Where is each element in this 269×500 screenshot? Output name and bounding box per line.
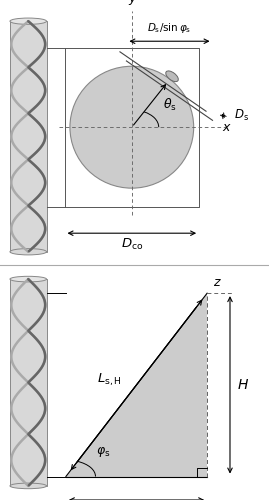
Text: $\theta_\mathrm{s}$: $\theta_\mathrm{s}$ (163, 96, 176, 112)
Polygon shape (66, 293, 207, 476)
Ellipse shape (10, 276, 47, 282)
Ellipse shape (10, 248, 47, 255)
Text: $D_\mathrm{s}/\sin\varphi_\mathrm{s}$: $D_\mathrm{s}/\sin\varphi_\mathrm{s}$ (147, 20, 192, 34)
Bar (10, 21, 47, 252)
Ellipse shape (166, 71, 178, 82)
Ellipse shape (10, 18, 47, 25)
Circle shape (70, 66, 194, 188)
Text: $D_\mathrm{co}$: $D_\mathrm{co}$ (121, 237, 143, 252)
Ellipse shape (10, 483, 47, 488)
Text: $\varphi_\mathrm{s}$: $\varphi_\mathrm{s}$ (96, 445, 111, 459)
Text: $z$: $z$ (213, 276, 221, 288)
Text: $L_\mathrm{s,H}$: $L_\mathrm{s,H}$ (97, 372, 122, 388)
Text: $H$: $H$ (237, 378, 249, 392)
Text: $D_\mathrm{s}$: $D_\mathrm{s}$ (234, 108, 249, 124)
Bar (10, 279, 47, 486)
Text: $x$: $x$ (222, 120, 232, 134)
Text: $y$: $y$ (128, 0, 138, 6)
